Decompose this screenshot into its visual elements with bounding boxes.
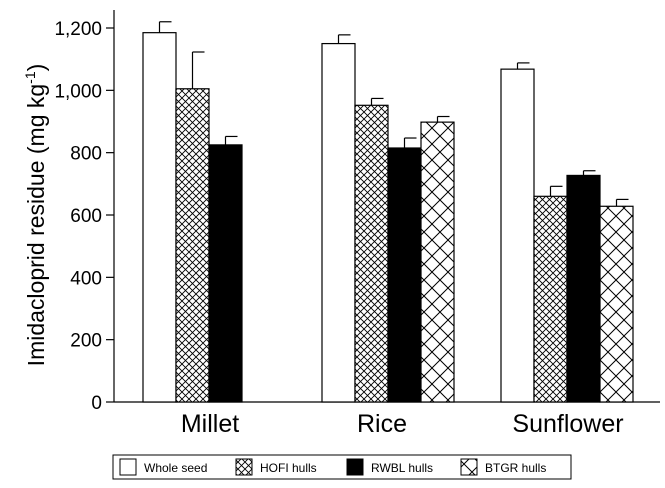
legend-box	[112, 454, 572, 480]
bar	[175, 88, 210, 403]
bar	[387, 147, 422, 403]
y-tick-label: 200	[70, 331, 102, 352]
bar	[321, 42, 356, 403]
legend-label: RWBL hulls	[371, 461, 433, 475]
y-tick-label: 1,000	[54, 81, 102, 102]
bar	[208, 144, 243, 403]
legend-label: Whole seed	[144, 461, 207, 475]
bar	[500, 68, 535, 403]
bar	[566, 174, 601, 403]
y-tick-label: 400	[70, 268, 102, 289]
legend-label: HOFI hulls	[260, 461, 317, 475]
bar	[420, 121, 455, 403]
bar	[533, 195, 568, 403]
legend-swatch	[460, 458, 478, 476]
y-axis-label: Imidacloprid residue (mg kg-1)	[22, 64, 49, 367]
y-tick-label: 600	[70, 206, 102, 227]
bar	[599, 205, 634, 403]
legend-swatch	[119, 458, 137, 476]
y-axis-label-main: Imidacloprid residue (mg kg	[23, 84, 49, 367]
bar	[354, 104, 389, 403]
legend-label: BTGR hulls	[485, 461, 546, 475]
y-axis-label-close: )	[23, 64, 49, 72]
legend-swatch	[235, 458, 253, 476]
x-category-label: Rice	[357, 410, 407, 438]
legend-swatch	[346, 458, 364, 476]
x-category-label: Sunflower	[512, 410, 623, 438]
y-tick-label: 1,200	[54, 19, 102, 40]
y-tick-label: 800	[70, 144, 102, 165]
y-tick-label: 0	[91, 393, 102, 414]
x-category-label: Millet	[181, 410, 239, 438]
y-axis-label-superscript: -1	[22, 71, 38, 84]
bar	[142, 32, 177, 403]
